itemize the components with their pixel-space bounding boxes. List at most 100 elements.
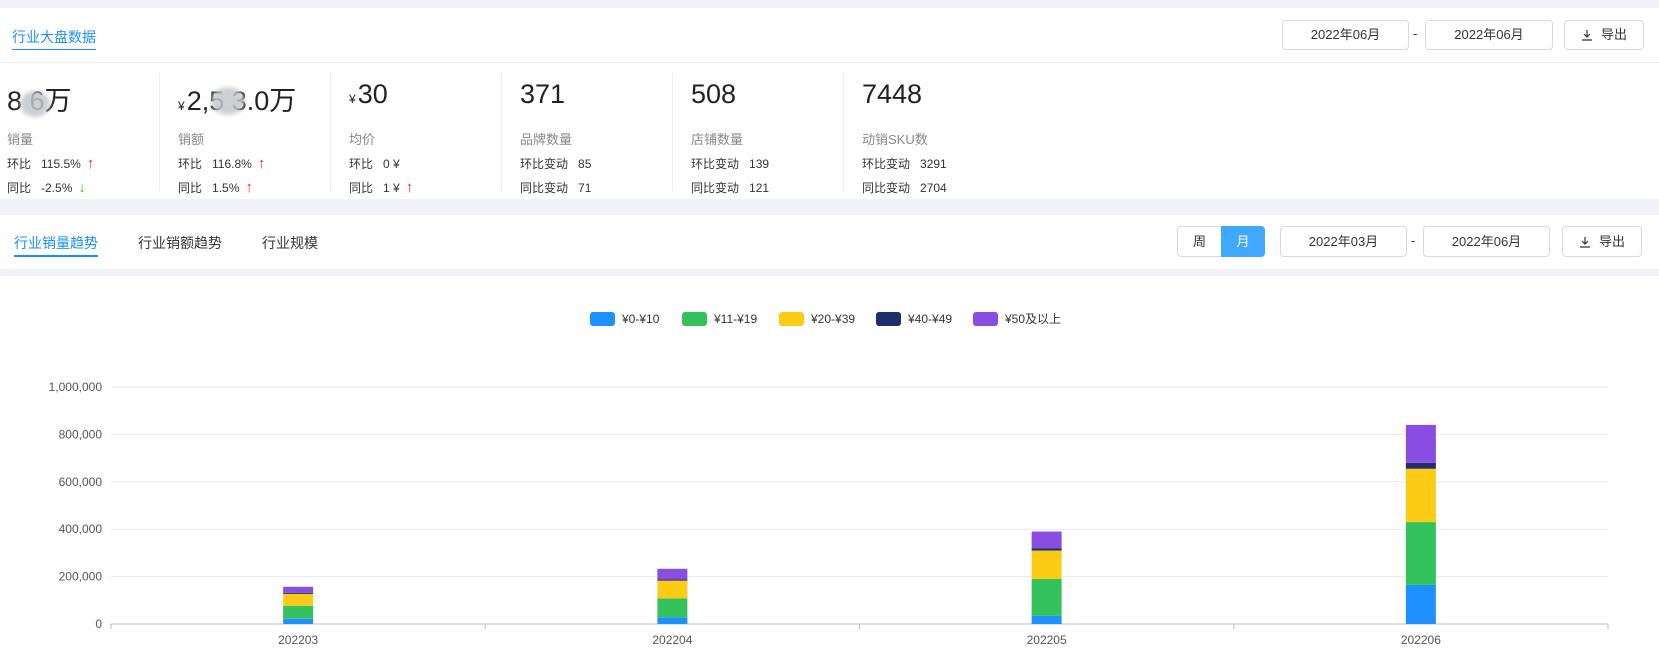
chart-panel: 0 200,000 400,000 600,000 800,000 1,000,000 20… <box>0 276 1659 664</box>
legend-label: ¥0-¥10 <box>621 312 660 326</box>
stat-label: 均价 <box>349 132 376 147</box>
bar-segment <box>283 586 314 593</box>
stat-card-sku-count: 7448 动销SKU数 环比变动 3291 同比变动 2704 <box>855 73 1015 195</box>
change-key: 同比 <box>349 181 374 195</box>
change-key: 环比变动 <box>862 157 911 171</box>
legend-swatch <box>590 312 615 326</box>
yoy-change: 同比 1.5% ↑ <box>178 179 253 196</box>
bar-segment <box>657 580 688 599</box>
change-value: 115.5% <box>41 157 81 171</box>
change-key: 环比 <box>178 157 203 171</box>
yoy-change: 同比变动 121 <box>691 179 769 196</box>
change-value: 71 <box>578 181 592 195</box>
mom-change: 环比变动 85 <box>520 155 591 172</box>
stat-card-avg-price: ¥30 均价 环比 0 ¥ 同比 1 ¥ ↑ <box>342 73 502 196</box>
arrow-up-icon: ↑ <box>86 155 95 172</box>
change-key: 同比 <box>178 181 203 195</box>
x-tick-label: 202204 <box>652 633 692 647</box>
trend-tabs-panel: 行业销量趋势 行业销额趋势 行业规模 周 月 2022年03月 - 2022年0… <box>0 215 1659 269</box>
overview-end-date[interactable]: 2022年06月 <box>1425 20 1553 50</box>
trend-export-button[interactable]: 导出 <box>1562 226 1642 257</box>
period-week-button[interactable]: 周 <box>1177 226 1222 257</box>
yoy-change: 同比变动 71 <box>520 179 591 196</box>
bar-segment <box>283 593 314 606</box>
mom-change: 环比 116.8% ↑ <box>178 155 265 172</box>
stat-card-store-count: 508 店铺数量 环比变动 139 同比变动 121 <box>684 73 844 195</box>
arrow-up-icon: ↑ <box>257 155 266 172</box>
change-key: 环比变动 <box>520 157 569 171</box>
stats-panel: 8 6万 销量 环比 115.5% ↑ 同比 -2.5% ↓ ¥2,5 3.0万 销额 环比 116.… <box>0 63 1659 199</box>
bar-segment <box>1031 548 1062 551</box>
bar-segment <box>283 618 314 624</box>
yoy-change: 同比 1 ¥ ↑ <box>349 179 413 196</box>
bar-segment <box>657 598 688 618</box>
overview-start-date[interactable]: 2022年06月 <box>1282 20 1409 50</box>
stat-number: 30 <box>357 79 388 109</box>
stat-label: 销量 <box>7 132 34 147</box>
legend-label: ¥20-¥39 <box>810 312 855 326</box>
change-key: 同比变动 <box>862 181 911 195</box>
y-tick-label: 400,000 <box>59 522 103 536</box>
change-key: 同比变动 <box>520 181 569 195</box>
tab-industry-scale[interactable]: 行业规模 <box>262 235 318 251</box>
bar-segment <box>657 568 688 580</box>
bar-segment <box>657 617 688 624</box>
arrow-up-icon: ↑ <box>405 179 414 196</box>
legend-swatch <box>973 312 998 326</box>
bar-segment <box>1405 462 1436 469</box>
period-month-button[interactable]: 月 <box>1221 226 1265 257</box>
trend-date-separator: - <box>1411 233 1416 248</box>
bar-segment <box>1031 531 1062 549</box>
y-tick-label: 600,000 <box>59 475 103 489</box>
change-key: 环比 <box>349 157 374 171</box>
stat-label: 销额 <box>178 132 205 147</box>
download-icon <box>1579 237 1590 248</box>
bar-segment <box>1031 615 1062 624</box>
overview-header: 行业大盘数据 2022年06月 - 2022年06月 导出 <box>0 8 1659 63</box>
bar-segment <box>1405 424 1436 463</box>
stat-value: 508 <box>691 79 736 110</box>
export-label: 导出 <box>1600 27 1627 42</box>
yoy-change: 同比 -2.5% ↓ <box>7 179 86 196</box>
overview-export-button[interactable]: 导出 <box>1564 20 1644 50</box>
legend-swatch <box>876 312 901 326</box>
currency-symbol: ¥ <box>349 92 356 106</box>
trend-export-label: 导出 <box>1598 234 1625 249</box>
legend-label: ¥40-¥49 <box>907 312 952 326</box>
privacy-blur <box>211 87 245 115</box>
stat-number: 371 <box>520 79 566 109</box>
mom-change: 环比变动 3291 <box>862 155 947 172</box>
change-value: 1.5% <box>212 181 240 195</box>
change-value: 85 <box>578 157 592 171</box>
bar-segment <box>1405 522 1436 585</box>
stat-label: 品牌数量 <box>520 132 573 147</box>
stat-card-sales-volume: 8 6万 销量 环比 115.5% ↑ 同比 -2.5% ↓ <box>0 73 160 196</box>
change-value: 121 <box>749 181 770 195</box>
tab-sales-volume-trend[interactable]: 行业销量趋势 <box>14 233 98 257</box>
tab-sales-amount-trend[interactable]: 行业销额趋势 <box>138 235 222 251</box>
change-value: -2.5% <box>41 181 73 195</box>
trend-end-date[interactable]: 2022年06月 <box>1423 226 1550 257</box>
arrow-down-icon: ↓ <box>78 179 86 196</box>
arrow-up-icon: ↑ <box>245 179 253 196</box>
stat-card-sales-amount: ¥2,5 3.0万 销额 环比 116.8% ↑ 同比 1.5% ↑ <box>171 73 331 196</box>
bar-segment <box>283 605 314 619</box>
change-value: 116.8% <box>212 157 252 171</box>
bar-segment <box>283 592 314 594</box>
stat-number: 7448 <box>862 79 923 109</box>
overview-title-link[interactable]: 行业大盘数据 <box>12 27 96 50</box>
trend-start-date[interactable]: 2022年03月 <box>1280 226 1407 257</box>
change-value: 139 <box>749 157 770 171</box>
bar-segment <box>1031 550 1062 579</box>
mom-change: 环比变动 139 <box>691 155 769 172</box>
stat-value: 371 <box>520 79 565 110</box>
download-icon <box>1581 30 1592 41</box>
y-tick-label: 200,000 <box>59 570 103 584</box>
stat-value: 7448 <box>862 79 922 110</box>
legend-label: ¥50及以上 <box>1004 312 1061 326</box>
legend-swatch <box>779 312 804 326</box>
y-tick-label: 0 <box>95 617 102 631</box>
x-tick-label: 202205 <box>1027 633 1067 647</box>
legend-label: ¥11-¥19 <box>713 312 757 326</box>
stat-number: 508 <box>691 79 737 109</box>
